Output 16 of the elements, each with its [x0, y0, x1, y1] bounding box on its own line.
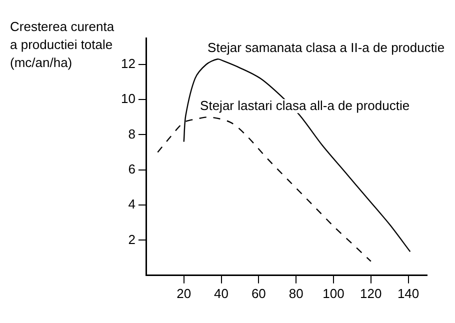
y-axis-title: Cresterea curenta a productiei totale (mc/an/ha) — [10, 18, 115, 72]
x-tick-label: 140 — [397, 286, 420, 301]
x-tick-label: 20 — [176, 286, 192, 301]
series-label: Stejar samanata clasa a II-a de productie — [208, 40, 445, 56]
y-tick-label: 6 — [128, 161, 136, 176]
y-tick-label: 12 — [120, 56, 136, 71]
x-tick-label: 100 — [322, 286, 344, 301]
x-tick-label: 40 — [214, 286, 229, 301]
y-tick-label: 4 — [128, 196, 136, 212]
x-tick-label: 120 — [360, 286, 382, 301]
y-tick-label: 10 — [120, 91, 136, 106]
x-tick-label: 60 — [251, 286, 266, 301]
y-tick-label: 2 — [128, 232, 136, 247]
y-tick-label: 8 — [128, 126, 136, 142]
series-label: Stejar lastari clasa all-a de productie — [200, 98, 410, 114]
x-tick-label: 80 — [288, 286, 304, 301]
